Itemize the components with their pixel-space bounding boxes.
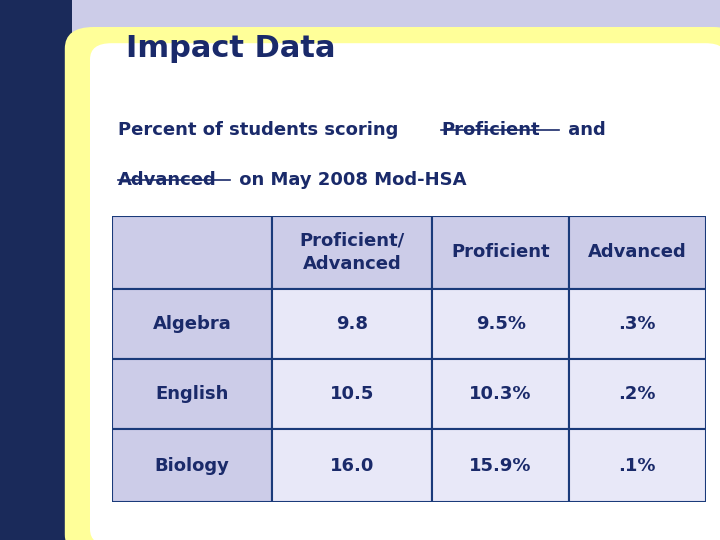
Text: 9.5%: 9.5% [476,315,526,333]
Bar [112,429,272,502]
Bar [432,359,569,429]
Bar [432,216,569,289]
Text: Algebra: Algebra [153,315,231,333]
Text: Proficient/
Advanced: Proficient/ Advanced [300,232,405,273]
Bar [432,289,569,359]
Text: 16.0: 16.0 [330,457,374,475]
Text: .3%: .3% [618,315,656,333]
Text: 15.9%: 15.9% [469,457,532,475]
Text: and: and [562,121,606,139]
Bar [272,359,432,429]
Bar [569,359,706,429]
Bar [569,429,706,502]
Text: .1%: .1% [618,457,656,475]
Text: Impact Data: Impact Data [126,33,336,63]
Text: Percent of students scoring: Percent of students scoring [117,121,404,139]
Bar [272,216,432,289]
Text: Advanced: Advanced [588,244,687,261]
Text: 10.5: 10.5 [330,385,374,403]
Bar [432,429,569,502]
Bar [112,216,272,289]
Text: 10.3%: 10.3% [469,385,532,403]
Bar [569,289,706,359]
Text: Biology: Biology [154,457,229,475]
Text: .2%: .2% [618,385,656,403]
Bar [112,359,272,429]
Bar [272,289,432,359]
Bar [272,429,432,502]
Text: 9.8: 9.8 [336,315,368,333]
Bar [112,289,272,359]
Text: on May 2008 Mod-HSA: on May 2008 Mod-HSA [233,171,466,189]
Bar [569,216,706,289]
Text: Proficient: Proficient [441,121,540,139]
Text: English: English [155,385,228,403]
Text: Proficient: Proficient [451,244,550,261]
Text: Advanced: Advanced [117,171,216,189]
